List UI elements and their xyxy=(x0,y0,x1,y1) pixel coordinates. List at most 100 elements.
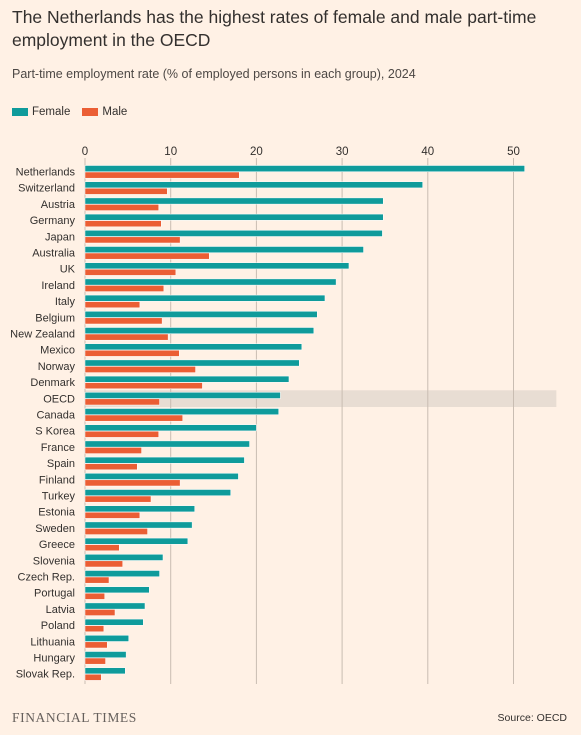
bar-female xyxy=(84,618,144,626)
category-label: Latvia xyxy=(46,604,76,616)
bar-female xyxy=(84,554,164,561)
category-label: S Korea xyxy=(35,426,76,438)
category-label: Norway xyxy=(38,361,76,373)
bar-female xyxy=(84,359,300,367)
bar-female xyxy=(84,440,250,448)
category-label: Portugal xyxy=(34,588,75,600)
x-tick-label: 50 xyxy=(507,146,520,158)
category-label: Turkey xyxy=(42,491,76,503)
bar-female xyxy=(84,327,315,334)
bar-female xyxy=(84,570,160,577)
bar-male xyxy=(84,268,177,276)
bar-male xyxy=(84,317,163,325)
ft-logo: FINANCIAL TIMES xyxy=(12,710,137,725)
bar-female xyxy=(84,311,318,318)
bar-female xyxy=(84,246,364,253)
bar-female xyxy=(84,586,150,594)
bar-female xyxy=(84,489,231,496)
category-label: Poland xyxy=(41,620,75,632)
bar-male xyxy=(84,447,142,454)
bar-male xyxy=(84,204,159,211)
bar-male xyxy=(84,414,183,422)
bar-female xyxy=(84,294,326,302)
bar-female xyxy=(84,230,383,237)
bar-female xyxy=(84,537,189,545)
bar-female xyxy=(84,375,290,383)
category-label: Denmark xyxy=(30,377,75,389)
category-label: France xyxy=(41,442,75,454)
category-label: Czech Rep. xyxy=(18,572,75,584)
bar-male xyxy=(84,609,116,616)
bar-male xyxy=(84,479,181,487)
bar-female xyxy=(84,456,245,464)
category-label: Netherlands xyxy=(16,167,76,179)
bar-female xyxy=(84,213,384,221)
legend-item-female: Female xyxy=(12,106,70,118)
legend-swatch-female xyxy=(12,108,28,116)
x-tick-label: 30 xyxy=(336,146,349,158)
bar-male xyxy=(84,398,160,406)
bar-male xyxy=(84,641,108,649)
chart-subtitle: Part-time employment rate (% of employed… xyxy=(12,67,416,81)
bar-female xyxy=(84,635,129,642)
category-label: Italy xyxy=(55,296,76,308)
bar-female xyxy=(84,392,281,399)
category-label: OECD xyxy=(43,393,75,405)
category-label: Austria xyxy=(41,199,76,211)
bar-male xyxy=(84,592,105,600)
bar-female xyxy=(84,667,126,675)
bar-male xyxy=(84,528,148,535)
bar-male xyxy=(84,576,110,584)
bar-male xyxy=(84,366,196,373)
bar-female xyxy=(84,408,279,415)
bar-female xyxy=(84,521,193,529)
category-label: New Zealand xyxy=(10,329,75,341)
category-label: Finland xyxy=(39,474,75,486)
category-label: Ireland xyxy=(41,280,75,292)
category-label: Germany xyxy=(30,215,76,227)
bar-male xyxy=(84,333,169,341)
legend: Female Male xyxy=(12,106,139,118)
bar-female xyxy=(84,181,423,189)
category-label: Belgium xyxy=(35,312,75,324)
category-label: UK xyxy=(60,264,76,276)
x-tick-label: 40 xyxy=(421,146,434,158)
bar-male xyxy=(84,187,168,195)
category-label: Estonia xyxy=(38,507,76,519)
source-note: Source: OECD xyxy=(497,712,567,724)
category-label: Slovenia xyxy=(33,555,76,567)
bar-male xyxy=(84,171,240,179)
bar-female xyxy=(84,262,350,270)
x-tick-label: 20 xyxy=(250,146,263,158)
bar-female xyxy=(84,473,239,480)
bar-male xyxy=(84,252,210,260)
category-label: Slovak Rep. xyxy=(16,669,75,681)
legend-swatch-male xyxy=(82,108,99,116)
bar-male xyxy=(84,511,141,519)
bar-female xyxy=(84,651,127,658)
bar-male xyxy=(84,463,138,471)
category-label: Greece xyxy=(39,539,75,551)
bar-male xyxy=(84,495,152,503)
x-tick-label: 0 xyxy=(82,146,88,158)
bar-female xyxy=(84,424,257,432)
bar-male xyxy=(84,349,180,357)
bar-male xyxy=(84,220,162,228)
category-label: Mexico xyxy=(40,345,75,357)
category-label: Lithuania xyxy=(30,636,76,648)
bar-male xyxy=(84,673,102,681)
legend-label-male: Male xyxy=(102,106,128,118)
bar-male xyxy=(84,430,159,438)
category-label: Hungary xyxy=(33,653,75,665)
bar-female xyxy=(84,343,303,351)
bar-female xyxy=(84,505,195,513)
legend-label-female: Female xyxy=(32,106,71,118)
bar-male xyxy=(84,544,120,552)
x-tick-label: 10 xyxy=(164,146,177,158)
bar-male xyxy=(84,285,165,292)
category-label: Japan xyxy=(45,231,75,243)
category-label: Australia xyxy=(32,248,76,260)
category-label: Spain xyxy=(47,458,75,470)
category-label: Canada xyxy=(36,410,75,422)
